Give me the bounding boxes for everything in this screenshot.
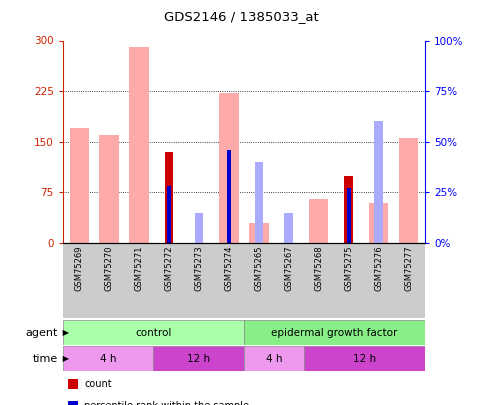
Text: agent: agent: [26, 328, 58, 337]
Bar: [219, 93, 239, 243]
Bar: [309, 199, 328, 243]
Text: ▶: ▶: [60, 328, 70, 337]
Bar: [63, 320, 244, 345]
Bar: [167, 186, 171, 243]
Text: 4 h: 4 h: [100, 354, 116, 364]
Bar: [249, 223, 269, 243]
Bar: [347, 188, 351, 243]
Bar: [70, 128, 89, 243]
Bar: [374, 122, 383, 243]
Bar: [165, 152, 173, 243]
Bar: [399, 139, 418, 243]
Bar: [154, 346, 244, 371]
Text: time: time: [33, 354, 58, 364]
Text: ▶: ▶: [60, 354, 70, 363]
Bar: [227, 150, 231, 243]
Bar: [99, 135, 119, 243]
Bar: [244, 346, 304, 371]
Bar: [195, 213, 203, 243]
Bar: [244, 320, 425, 345]
Bar: [304, 346, 425, 371]
Bar: [344, 175, 353, 243]
Bar: [284, 213, 293, 243]
Bar: [129, 47, 149, 243]
Bar: [369, 202, 388, 243]
Text: count: count: [84, 379, 112, 389]
Text: percentile rank within the sample: percentile rank within the sample: [84, 401, 249, 405]
Text: 12 h: 12 h: [187, 354, 210, 364]
Text: epidermal growth factor: epidermal growth factor: [271, 328, 398, 337]
Text: control: control: [135, 328, 171, 337]
Bar: [63, 346, 154, 371]
Text: GDS2146 / 1385033_at: GDS2146 / 1385033_at: [164, 10, 319, 23]
Bar: [255, 162, 263, 243]
Text: 4 h: 4 h: [266, 354, 283, 364]
Text: 12 h: 12 h: [353, 354, 376, 364]
